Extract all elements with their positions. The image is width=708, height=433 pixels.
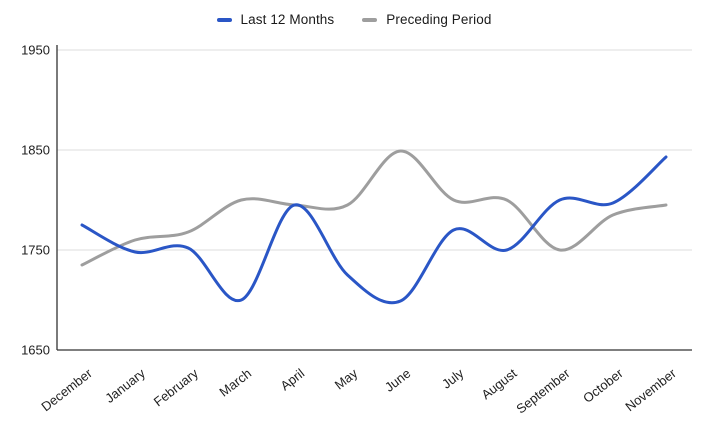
y-axis-label-1950: 1950: [21, 43, 50, 58]
x-axis-label-july: July: [439, 365, 467, 391]
x-axis-label-january: January: [102, 365, 148, 406]
y-axis-label-1650: 1650: [21, 343, 50, 358]
x-axis-label-september: September: [513, 365, 573, 416]
chart-legend: Last 12 Months Preceding Period: [0, 13, 708, 27]
x-axis-label-november: November: [622, 365, 679, 414]
legend-swatch-last-12-months-icon: [216, 17, 232, 22]
legend-label-last-12-months: Last 12 Months: [240, 12, 335, 27]
legend-swatch-preceding-period-icon: [362, 17, 378, 22]
x-axis-label-august: August: [478, 365, 519, 402]
x-axis-label-june: June: [382, 366, 413, 395]
x-axis-label-december: December: [38, 365, 95, 414]
x-axis-label-april: April: [277, 365, 307, 393]
legend-label-preceding-period: Preceding Period: [386, 12, 492, 27]
y-axis-label-1850: 1850: [21, 143, 50, 158]
x-axis-label-october: October: [580, 365, 626, 406]
series-line-preceding-period[interactable]: [80, 149, 668, 267]
x-axis-label-may: May: [332, 365, 361, 392]
x-axis-label-february: February: [151, 365, 202, 409]
series-line-last-12-months[interactable]: [80, 155, 668, 305]
legend-item-last-12-months[interactable]: Last 12 Months: [216, 12, 335, 27]
x-axis-label-march: March: [216, 366, 254, 400]
legend-item-preceding-period[interactable]: Preceding Period: [362, 13, 491, 27]
y-axis-label-1750: 1750: [21, 243, 50, 258]
